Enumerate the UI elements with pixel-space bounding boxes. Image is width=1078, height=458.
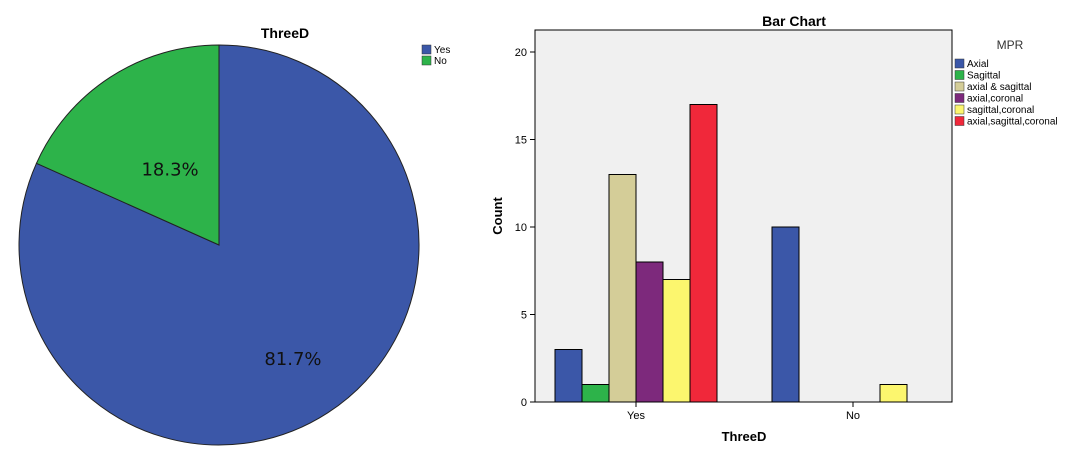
y-axis-title: Count	[490, 197, 505, 235]
bar-legend-label: axial,sagittal,coronal	[967, 117, 1058, 128]
x-tick-label: No	[846, 410, 860, 422]
bar-legend-label: sagittal,coronal	[967, 105, 1034, 116]
bar-legend-swatch	[954, 58, 965, 69]
bar-legend-label: axial & sagittal	[967, 82, 1031, 93]
bar-no-sagittal-coronal	[879, 384, 908, 403]
x-tick-label: Yes	[627, 410, 645, 422]
bar-legend-swatch	[954, 116, 965, 126]
bar-legend-label: Axial	[967, 59, 989, 70]
bar-legend-swatch	[954, 81, 965, 92]
bar-yes-axial	[554, 349, 583, 403]
y-tick-label: 5	[521, 310, 527, 322]
y-tick-label: 10	[515, 222, 527, 234]
pie-legend-label-no: No	[434, 56, 447, 67]
pie-slice-no	[35, 44, 220, 246]
bar-legend-swatch	[954, 93, 965, 103]
bar-legend-title: MPR	[997, 38, 1024, 52]
plot-area	[534, 29, 953, 403]
pie-slice-labels: 81.7% 18.3%	[141, 159, 321, 370]
y-tick-label: 0	[521, 397, 527, 409]
pie-legend-swatch-yes	[421, 44, 432, 55]
pie-legend-label-yes: Yes	[434, 45, 450, 56]
bar-chart: Bar Chart 0 5 10 15 20 Yes No Count ThreeD MP…	[490, 13, 1058, 444]
pie-slices	[18, 44, 420, 446]
y-tick-label: 20	[515, 47, 527, 59]
pie-legend-swatch-no	[421, 55, 432, 66]
bar-legend-label: axial,coronal	[967, 94, 1023, 105]
y-axis-ticks: 0 5 10 15 20	[515, 47, 535, 409]
bar-no-axial	[771, 226, 800, 403]
bars	[554, 104, 908, 403]
pie-chart-title: ThreeD	[261, 25, 309, 41]
x-axis-ticks: Yes No	[627, 402, 860, 422]
pie-label-yes: 81.7%	[264, 349, 321, 370]
bar-legend-label: Sagittal	[967, 71, 1000, 82]
bar-yes-sagittal-coronal	[662, 279, 691, 403]
y-tick-label: 15	[515, 135, 527, 147]
bar-yes-axial-coronal	[635, 261, 664, 403]
bar-yes-axial-sagittal	[608, 174, 637, 403]
bar-chart-title: Bar Chart	[762, 13, 826, 29]
x-axis-title: ThreeD	[722, 429, 767, 444]
bar-yes-sagittal	[581, 384, 610, 403]
bar-yes-axial-sagittal-coronal	[689, 104, 718, 403]
bar-legend-swatch	[954, 70, 965, 80]
bar-legend-swatch	[954, 104, 965, 115]
pie-label-no: 18.3%	[141, 159, 198, 180]
